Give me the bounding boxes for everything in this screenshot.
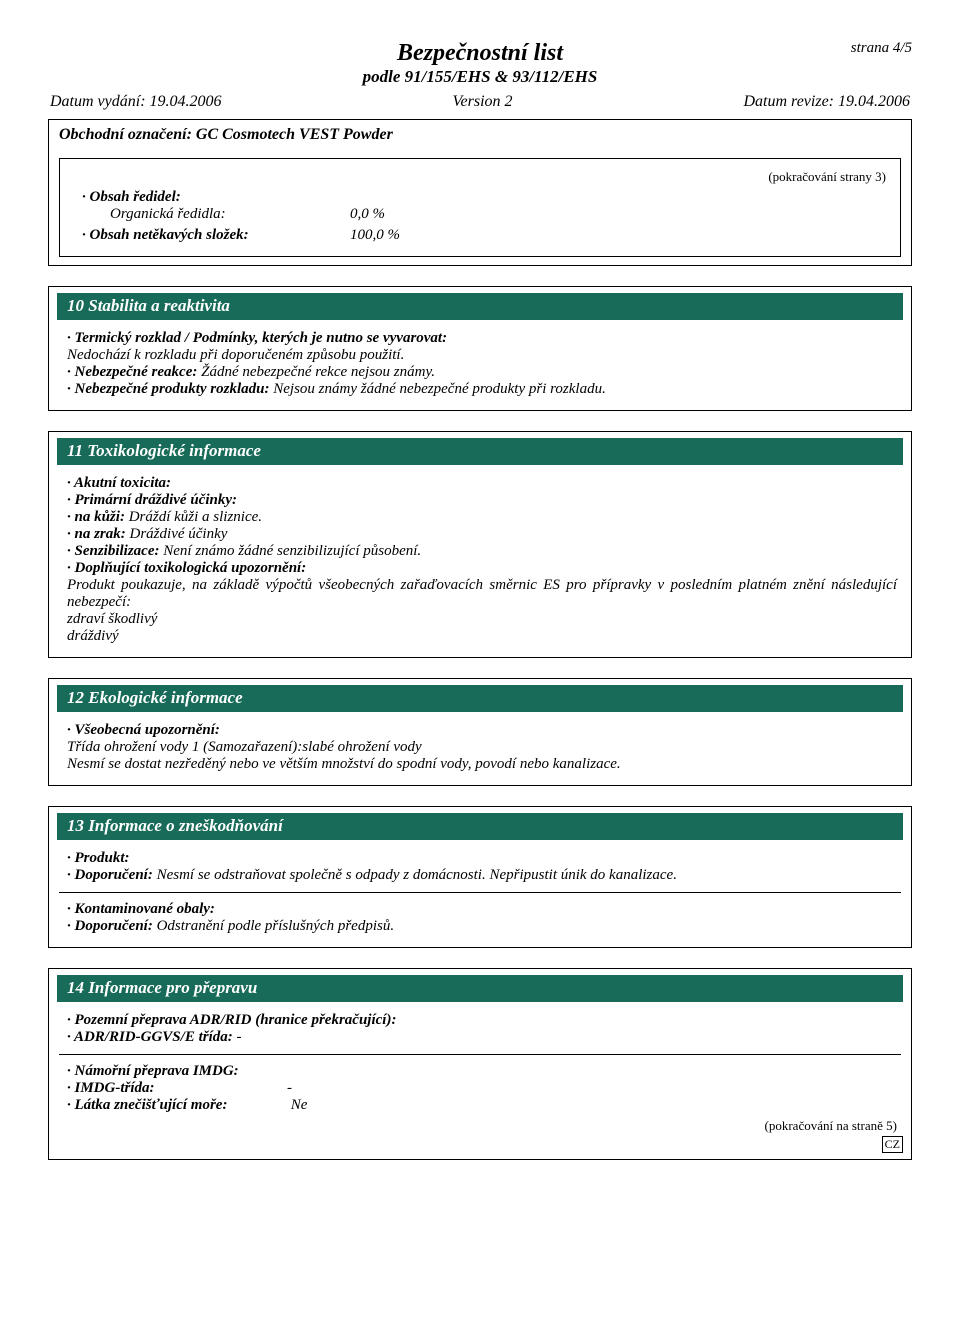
s10-l1-lead: Termický rozklad / Podmínky, kterých je … xyxy=(67,330,447,346)
s11-l1: Akutní toxicita: xyxy=(67,475,171,491)
s11-l2: Primární dráždivé účinky: xyxy=(67,492,237,508)
section-12-title: 12 Ekologické informace xyxy=(57,685,903,712)
nonvolatile-label: Obsah netěkavých složek: xyxy=(82,227,350,244)
section-14-title: 14 Informace pro přepravu xyxy=(57,975,903,1002)
s11-l7: zdraví škodlivý xyxy=(67,611,157,627)
organic-diluent-label: Organická ředidla: xyxy=(110,206,350,223)
trade-name: Obchodní označení: GC Cosmotech VEST Pow… xyxy=(59,126,393,143)
section-14-divider xyxy=(59,1054,901,1055)
trade-name-box: Obchodní označení: GC Cosmotech VEST Pow… xyxy=(48,119,912,266)
page-header: strana 4/5 Bezpečnostní list podle 91/15… xyxy=(48,40,912,111)
s10-l3-text: Nejsou známy žádné nebezpečné produkty p… xyxy=(270,381,606,397)
revision-date: Datum revize: 19.04.2006 xyxy=(744,93,911,111)
s13-l2-lead: Doporučení: xyxy=(67,867,153,883)
s14-l4-val: - xyxy=(287,1080,292,1096)
version-label: Version 2 xyxy=(453,93,513,111)
section-10: 10 Stabilita a reaktivita Termický rozkl… xyxy=(48,286,912,411)
section-13-title: 13 Informace o zneškodňování xyxy=(57,813,903,840)
s11-l8: dráždivý xyxy=(67,628,119,644)
document-title: Bezpečnostní list xyxy=(48,40,912,67)
meta-row: Datum vydání: 19.04.2006 Version 2 Datum… xyxy=(48,93,912,111)
s12-l2: Třída ohrožení vody 1 (Samozařazení):sla… xyxy=(67,739,422,755)
s14-l5-lead: Látka znečišťující moře: xyxy=(67,1097,287,1114)
continuation-footer: (pokračování na straně 5) xyxy=(49,1118,911,1134)
section-11: 11 Toxikologické informace Akutní toxici… xyxy=(48,431,912,658)
s11-l4-text: Dráždivé účinky xyxy=(126,526,228,542)
s12-l3: Nesmí se dostat nezředěný nebo ve větším… xyxy=(67,756,621,772)
s10-l1-text: Nedochází k rozkladu při doporučeném způ… xyxy=(67,347,404,363)
s14-l2-val: - xyxy=(233,1029,242,1045)
section-13-divider xyxy=(59,892,901,893)
continuation-note: (pokračování strany 3) xyxy=(74,169,886,185)
nonvolatile-value: 100,0 % xyxy=(350,227,400,244)
s14-l1-lead: Pozemní přeprava ADR/RID (hranice překra… xyxy=(67,1012,396,1028)
s10-l3-lead: Nebezpečné produkty rozkladu: xyxy=(67,381,270,397)
section-12: 12 Ekologické informace Všeobecná upozor… xyxy=(48,678,912,786)
document-subtitle: podle 91/155/EHS & 93/112/EHS xyxy=(48,67,912,87)
lang-code: CZ xyxy=(882,1136,903,1153)
section-11-title: 11 Toxikologické informace xyxy=(57,438,903,465)
organic-diluent-value: 0,0 % xyxy=(350,206,385,223)
s10-l2-text: Žádné nebezpečné rekce nejsou známy. xyxy=(197,364,435,380)
s11-l4-lead: na zrak: xyxy=(67,526,126,542)
s11-l5-text: Není známo žádné senzibilizující působen… xyxy=(160,543,422,559)
page-number: strana 4/5 xyxy=(851,40,912,57)
s14-l3-lead: Námořní přeprava IMDG: xyxy=(67,1063,239,1079)
s12-l1-lead: Všeobecná upozornění: xyxy=(67,722,220,738)
s13-l4-lead: Doporučení: xyxy=(67,918,153,934)
section-13: 13 Informace o zneškodňování Produkt: Do… xyxy=(48,806,912,948)
s11-l3-text: Dráždí kůži a sliznice. xyxy=(125,509,262,525)
s10-l2-lead: Nebezpečné reakce: xyxy=(67,364,197,380)
section-10-title: 10 Stabilita a reaktivita xyxy=(57,293,903,320)
section-14: 14 Informace pro přepravu Pozemní přepra… xyxy=(48,968,912,1160)
s14-l4-lead: IMDG-třída: xyxy=(67,1080,287,1097)
issue-date: Datum vydání: 19.04.2006 xyxy=(50,93,222,111)
s13-l4-text: Odstranění podle příslušných předpisů. xyxy=(153,918,394,934)
s11-l6-lead: Doplňující toxikologická upozornění: xyxy=(67,560,306,576)
continuation-box: (pokračování strany 3) Obsah ředidel: Or… xyxy=(59,158,901,257)
s14-l5-val: Ne xyxy=(287,1097,307,1113)
s13-l3-lead: Kontaminované obaly: xyxy=(67,901,215,917)
s13-l2-text: Nesmí se odstraňovat společně s odpady z… xyxy=(153,867,677,883)
diluent-label: Obsah ředidel: xyxy=(82,189,181,205)
s11-l6-text: Produkt poukazuje, na základě výpočtů vš… xyxy=(67,577,897,610)
s14-l2-lead: ADR/RID-GGVS/E třída: xyxy=(67,1029,233,1045)
s11-l5-lead: Senzibilizace: xyxy=(67,543,160,559)
s11-l3-lead: na kůži: xyxy=(67,509,125,525)
s13-l1-lead: Produkt: xyxy=(67,850,130,866)
